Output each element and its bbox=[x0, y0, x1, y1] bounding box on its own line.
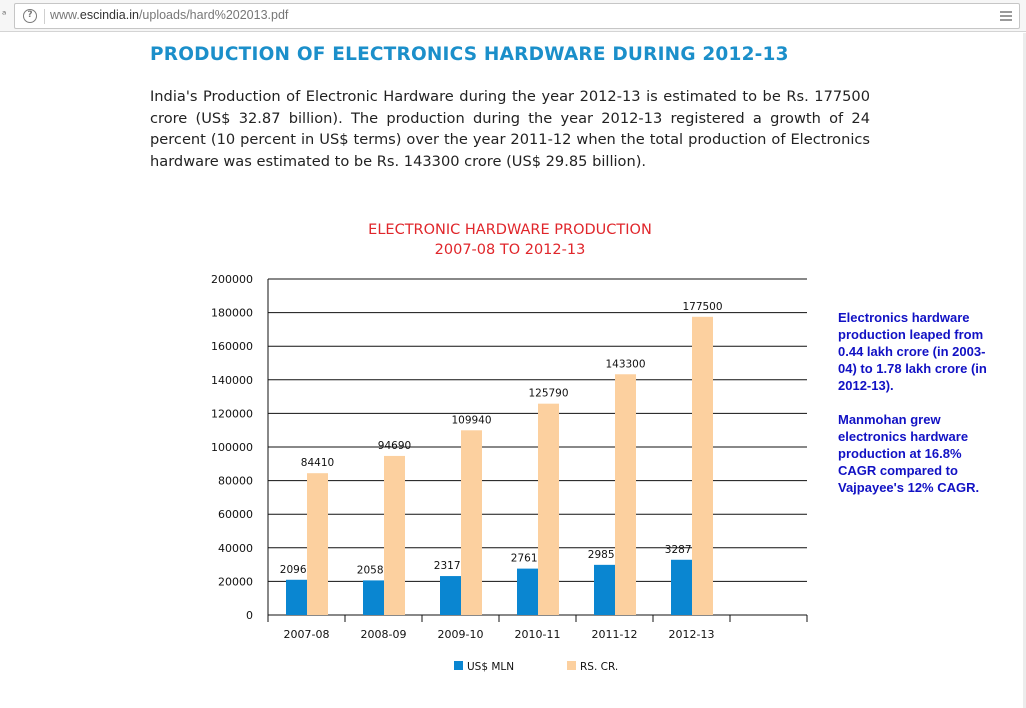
data-label: 177500 bbox=[682, 301, 722, 313]
side-note-paragraph-2: Manmohan grew electronics hardware produ… bbox=[838, 412, 980, 495]
bar-rs bbox=[615, 374, 636, 615]
chart-title: ELECTRONIC HARDWARE PRODUCTION 2007-08 T… bbox=[310, 220, 710, 260]
side-note-paragraph-1: Electronics hardware production leaped f… bbox=[838, 310, 987, 393]
x-tick-label: 2008-09 bbox=[361, 628, 407, 641]
y-tick-label: 60000 bbox=[218, 508, 253, 521]
x-tick-label: 2007-08 bbox=[284, 628, 330, 641]
data-label: 27610 bbox=[511, 553, 544, 565]
bar-usd bbox=[440, 576, 461, 615]
bar-usd bbox=[594, 564, 615, 615]
bar-usd bbox=[671, 559, 692, 615]
bar-rs bbox=[692, 316, 713, 615]
x-tick-label: 2011-12 bbox=[592, 628, 638, 641]
chart-title-line-1: ELECTRONIC HARDWARE PRODUCTION bbox=[368, 222, 652, 238]
document-paragraph: India's Production of Electronic Hardwar… bbox=[150, 88, 870, 171]
data-label: 84410 bbox=[301, 457, 334, 469]
data-label: 20966 bbox=[280, 564, 314, 576]
url-path: /uploads/hard%202013.pdf bbox=[138, 8, 289, 22]
url-text[interactable]: www.escindia.in/uploads/hard%202013.pdf bbox=[50, 8, 288, 22]
y-tick-label: 20000 bbox=[218, 575, 253, 588]
bar-rs bbox=[461, 430, 482, 615]
legend-swatch bbox=[567, 661, 576, 670]
url-field[interactable]: ? www.escindia.in/uploads/hard%202013.pd… bbox=[14, 3, 1020, 29]
side-note: Electronics hardware production leaped f… bbox=[838, 309, 988, 513]
omnibox-divider bbox=[44, 9, 45, 24]
x-tick-label: 2009-10 bbox=[438, 628, 484, 641]
y-tick-label: 200000 bbox=[211, 273, 253, 286]
legend-label: US$ MLN bbox=[467, 661, 514, 673]
y-tick-label: 140000 bbox=[211, 374, 253, 387]
url-prefix: www. bbox=[50, 8, 80, 22]
data-label: 20589 bbox=[357, 564, 390, 576]
data-label: 94690 bbox=[378, 440, 411, 452]
menu-icon[interactable] bbox=[1000, 11, 1012, 22]
y-tick-label: 100000 bbox=[211, 441, 253, 454]
y-tick-label: 40000 bbox=[218, 542, 253, 555]
browser-address-bar: ᵃ ? www.escindia.in/uploads/hard%202013.… bbox=[0, 0, 1026, 32]
data-label: 32870 bbox=[665, 544, 698, 556]
bar-usd bbox=[517, 568, 538, 615]
url-host: escindia.in bbox=[79, 8, 139, 22]
x-tick-label: 2010-11 bbox=[515, 628, 561, 641]
bar-usd bbox=[286, 579, 307, 615]
chart-title-line-2: 2007-08 TO 2012-13 bbox=[434, 242, 586, 258]
document-title: PRODUCTION OF ELECTRONICS HARDWARE DURIN… bbox=[150, 44, 789, 65]
x-tick-label: 2012-13 bbox=[669, 628, 715, 641]
y-tick-label: 0 bbox=[246, 609, 253, 622]
y-tick-label: 180000 bbox=[211, 307, 253, 320]
bar-rs bbox=[538, 403, 559, 615]
bar-rs bbox=[384, 455, 405, 615]
data-label: 125790 bbox=[528, 388, 568, 400]
y-tick-label: 160000 bbox=[211, 340, 253, 353]
legend-swatch bbox=[454, 661, 463, 670]
tab-edge-glyph: ᵃ bbox=[2, 8, 7, 21]
data-label: 29854 bbox=[588, 549, 622, 561]
page-info-icon[interactable]: ? bbox=[23, 9, 37, 23]
y-tick-label: 120000 bbox=[211, 407, 253, 420]
y-tick-label: 80000 bbox=[218, 475, 253, 488]
data-label: 109940 bbox=[451, 414, 491, 426]
bar-rs bbox=[307, 473, 328, 615]
scrollbar-track[interactable] bbox=[1023, 33, 1026, 708]
legend-label: RS. CR. bbox=[580, 661, 618, 673]
data-label: 23175 bbox=[434, 560, 467, 572]
bar-usd bbox=[363, 580, 384, 615]
data-label: 143300 bbox=[605, 358, 645, 370]
